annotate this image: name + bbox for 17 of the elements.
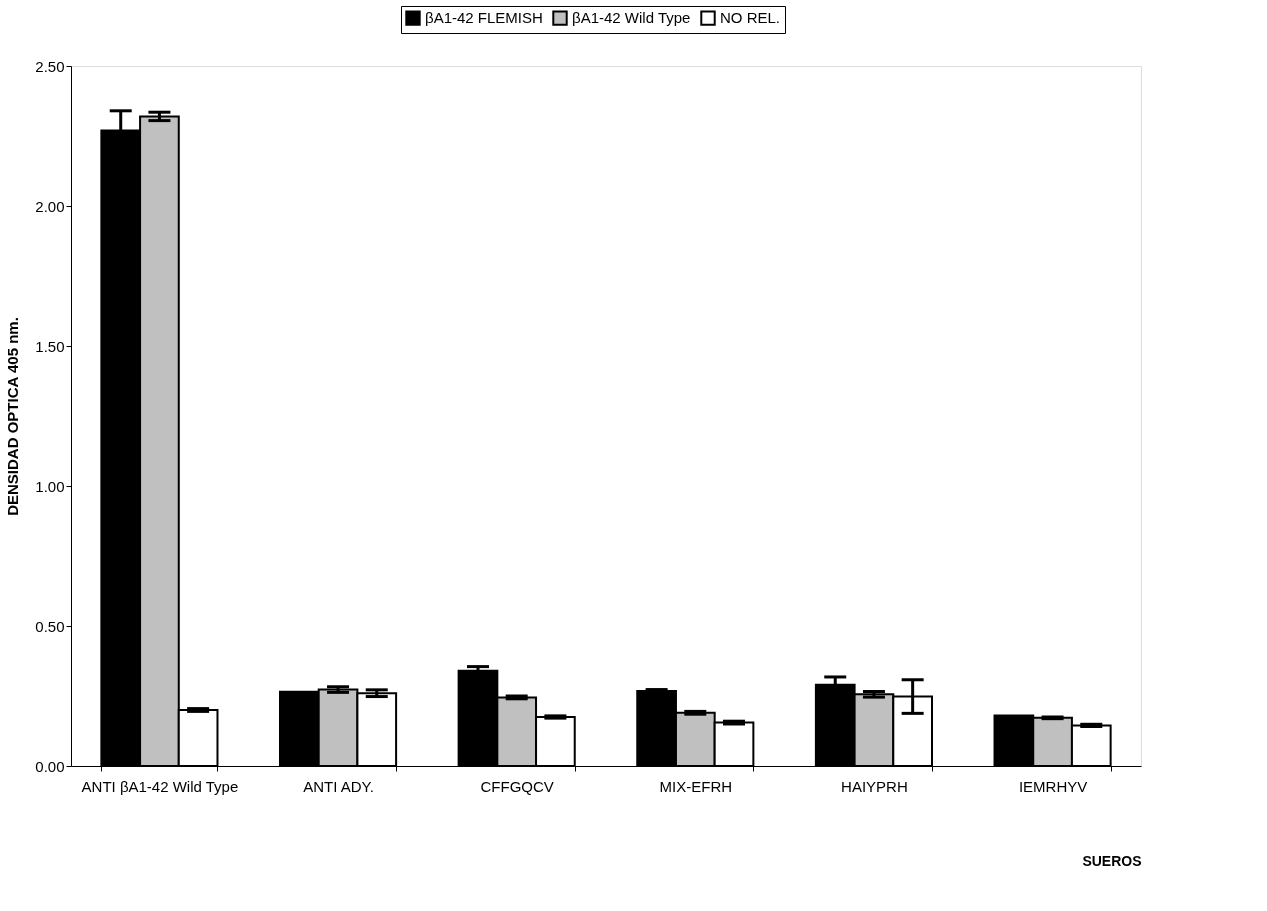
legend-label: NO REL. — [720, 9, 781, 27]
y-tick-label: 1.00 — [35, 477, 65, 495]
x-axis-title: SUEROS — [1082, 852, 1142, 869]
legend-label: βA1-42 Wild Type — [572, 9, 691, 27]
x-tick-label: IEMRHYV — [1018, 777, 1088, 795]
x-tick-label: ANTI ADY. — [303, 777, 374, 795]
y-tick-label: 2.50 — [35, 57, 65, 75]
x-tick-label: HAIYPRH — [841, 777, 908, 795]
x-tick-label: CFFGQCV — [480, 777, 554, 795]
y-tick-label: 0.50 — [35, 617, 65, 635]
x-tick-label: ANTI βA1-42 Wild Type — [81, 777, 239, 795]
y-tick-label: 0.00 — [35, 757, 65, 775]
legend-label: βA1-42 FLEMISH — [425, 9, 543, 27]
y-tick-label: 2.00 — [35, 197, 65, 215]
x-tick-label: MIX-EFRH — [659, 777, 733, 795]
y-tick-label: 1.50 — [35, 337, 65, 355]
y-axis-title: DENSIDAD OPTICA 405 nm. — [4, 317, 22, 516]
